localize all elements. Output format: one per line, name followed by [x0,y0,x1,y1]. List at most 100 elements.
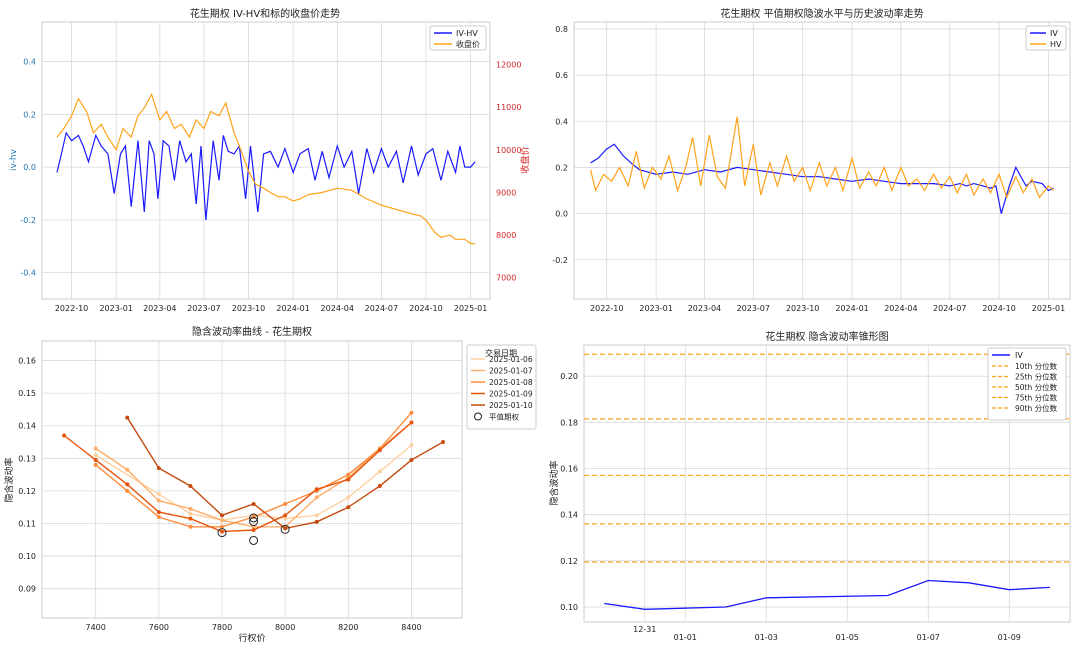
legend-label-iv: IV [1050,29,1058,38]
panel2-title: 花生期权 平值期权隐波水平与历史波动率走势 [720,7,923,20]
series-line-IV-HV [56,131,476,220]
smile-point [188,484,193,489]
y-tick-label: 0.12 [18,487,36,496]
y-tick-label: 0.0 [23,163,36,172]
x-tick-label: 2025-01 [1032,304,1065,313]
smile-point [188,516,193,521]
smile-point [314,519,319,524]
smile-point [346,472,351,477]
x-tick-label: 2023-04 [143,304,176,313]
legend-title-trade-date: 交易日期 [485,348,517,358]
smile-point [409,443,414,448]
smile-point [188,506,193,511]
y-tick-label: 0.2 [555,163,568,172]
panel2-frame [573,21,1071,300]
y-tick-label: 0.13 [18,454,36,463]
smile-point [409,410,414,415]
legend-label-percentile: 10th 分位数 [1015,361,1058,371]
atm-marker [217,528,227,538]
y-tick-label: 0.4 [23,58,36,67]
y-tick-label: -0.4 [20,269,36,278]
x-tick-label: 2024-04 [321,304,354,313]
smile-point [283,516,288,521]
smile-point [346,505,351,510]
x-tick-label: 01-05 [836,633,859,642]
x-tick-label: 2023-10 [232,304,265,313]
legend-label-2025-01-06: 2025-01-06 [489,355,533,364]
smile-point [409,457,414,462]
y-tick-label: 0.15 [18,389,36,398]
panel3-legend: 交易日期 2025-01-06 2025-01-07 2025-01-08 2025-… [466,344,537,430]
x-tick-label: 01-03 [755,633,778,642]
smile-line-2025-01-09 [63,421,412,533]
y-tick-label: 0.12 [560,557,578,566]
smile-point [93,453,98,458]
legend-label-2025-01-10: 2025-01-10 [489,401,533,410]
y-tick-label: 0.16 [18,357,36,366]
y2-tick-label: 10000 [496,146,521,155]
x-tick-label: 7600 [149,623,169,632]
y-tick-label: 0.14 [18,422,36,431]
panel4-ylabel: 隐含波动率 [548,460,560,505]
smile-point [93,446,98,451]
smile-point [125,467,130,472]
x-tick-label: 01-01 [674,633,697,642]
atm-marker [249,535,259,545]
y-tick-label: 0.20 [560,372,578,381]
x-tick-label: 8200 [338,623,358,632]
smile-point [409,420,414,425]
smile-point [188,524,193,529]
smile-point [62,433,67,438]
panel3-ylabel: 隐含波动率 [3,457,15,502]
panel1-legend: IV-HV 收盘价 [429,25,487,51]
y-tick-label: 0.11 [18,519,36,528]
panel3-title: 隐含波动率曲线 - 花生期权 [192,325,312,338]
smile-point [283,501,288,506]
x-tick-label: 2025-01 [454,304,487,313]
series-line-IV [590,143,1054,214]
x-tick-label: 01-09 [998,633,1021,642]
panel1-ylabel-right: 收盘价 [519,146,531,173]
legend-swatch-atm [474,412,482,421]
x-tick-label: 8400 [401,623,421,632]
smile-point [251,528,256,533]
panel-iv-hv-close: 花生期权 IV-HV和标的收盘价走势 2022-10 2023-01 2023-04… [9,7,531,313]
panel-atm-iv-hv: 花生期权 平值期权隐波水平与历史波动率走势 2022-10 2023-01 2023… [552,7,1071,313]
x-tick-label: 2024-10 [982,304,1015,313]
smile-point [220,524,224,529]
y2-tick-label: 11000 [496,103,521,112]
panel1-frame [41,21,491,300]
y-tick-label: 0.14 [560,511,578,520]
smile-point [220,513,224,518]
y-tick-label: 0.6 [555,71,568,80]
y-tick-label: -0.2 [20,216,36,225]
smile-line-2025-01-07 [95,421,412,528]
series-line-收盘价 [56,92,475,245]
smile-point [346,495,351,500]
legend-label-percentile: 75th 分位数 [1015,393,1058,403]
smile-point [125,482,130,487]
legend-label-2025-01-07: 2025-01-07 [489,367,533,376]
panel3-xlabel: 行权价 [238,632,265,644]
x-tick-label: 2023-04 [688,304,721,313]
y-tick-label: -0.2 [552,256,568,265]
x-tick-label: 2023-07 [737,304,770,313]
series-line-IV [604,579,1050,610]
smile-point [156,510,161,515]
series-line-HV [590,116,1054,200]
legend-label-iv: IV [1015,351,1023,360]
y-tick-label: 0.10 [560,603,578,612]
smile-point [314,513,319,518]
y-tick-label: 0.09 [18,585,36,594]
smile-line-2025-01-06 [95,444,412,521]
y2-tick-label: 12000 [496,61,521,70]
atm-marker [280,524,290,534]
smile-point [283,526,288,531]
x-tick-label: 2024-07 [933,304,966,313]
x-tick-label: 2024-01 [276,304,309,313]
legend-label-2025-01-08: 2025-01-08 [489,378,533,387]
legend-label-hv: HV [1050,40,1062,49]
smile-point [314,495,319,500]
